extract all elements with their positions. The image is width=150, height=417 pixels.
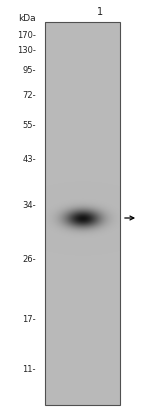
Text: 1: 1 [97,7,103,17]
Text: 170-: 170- [17,30,36,40]
Text: 34-: 34- [22,201,36,209]
Text: 55-: 55- [22,121,36,130]
Text: 95-: 95- [22,65,36,75]
Bar [45,22,120,405]
Text: 11-: 11- [22,365,36,374]
Text: 17-: 17- [22,316,36,324]
Text: 26-: 26- [22,256,36,264]
Text: 43-: 43- [22,156,36,164]
Text: 130-: 130- [17,45,36,55]
Text: 72-: 72- [22,90,36,100]
Text: kDa: kDa [18,13,36,23]
